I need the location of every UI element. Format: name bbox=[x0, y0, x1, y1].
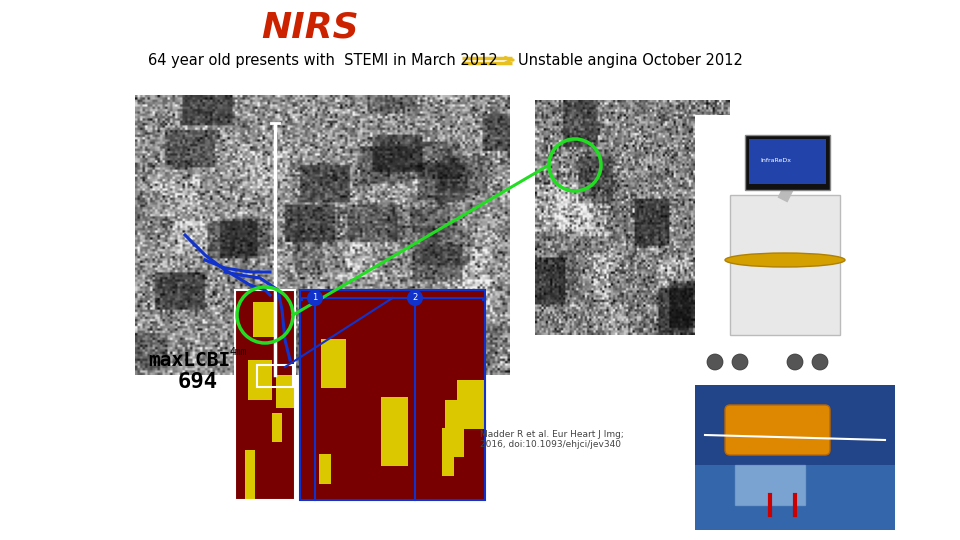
Circle shape bbox=[787, 354, 803, 370]
Bar bbox=[695, 385, 895, 530]
FancyBboxPatch shape bbox=[725, 405, 830, 455]
Text: 4mm: 4mm bbox=[230, 347, 248, 357]
Bar bbox=[300, 290, 485, 500]
Circle shape bbox=[732, 354, 748, 370]
Circle shape bbox=[812, 354, 828, 370]
Bar bbox=[745, 135, 830, 190]
Bar bbox=[749, 139, 826, 184]
Text: NIRS: NIRS bbox=[261, 11, 359, 45]
Circle shape bbox=[407, 290, 423, 306]
Bar bbox=[735, 465, 805, 505]
Bar bbox=[730, 195, 840, 335]
Text: 694: 694 bbox=[178, 372, 218, 392]
Circle shape bbox=[307, 290, 323, 306]
Text: Unstable angina October 2012: Unstable angina October 2012 bbox=[518, 52, 743, 68]
Bar bbox=[235, 290, 295, 500]
Text: Madder R et al. Eur Heart J Img;
2016, doi:10.1093/ehjci/jev340: Madder R et al. Eur Heart J Img; 2016, d… bbox=[480, 430, 624, 449]
Text: 1: 1 bbox=[312, 294, 318, 302]
Text: InfraReDx: InfraReDx bbox=[760, 158, 791, 163]
Circle shape bbox=[707, 354, 723, 370]
Bar bbox=[695, 465, 895, 530]
Text: 64 year old presents with  STEMI in March 2012: 64 year old presents with STEMI in March… bbox=[148, 52, 497, 68]
Bar bbox=[695, 115, 895, 370]
Ellipse shape bbox=[725, 253, 845, 267]
Text: 2: 2 bbox=[413, 294, 418, 302]
Bar bbox=[257, 365, 293, 387]
Text: maxLCBI: maxLCBI bbox=[148, 350, 230, 369]
